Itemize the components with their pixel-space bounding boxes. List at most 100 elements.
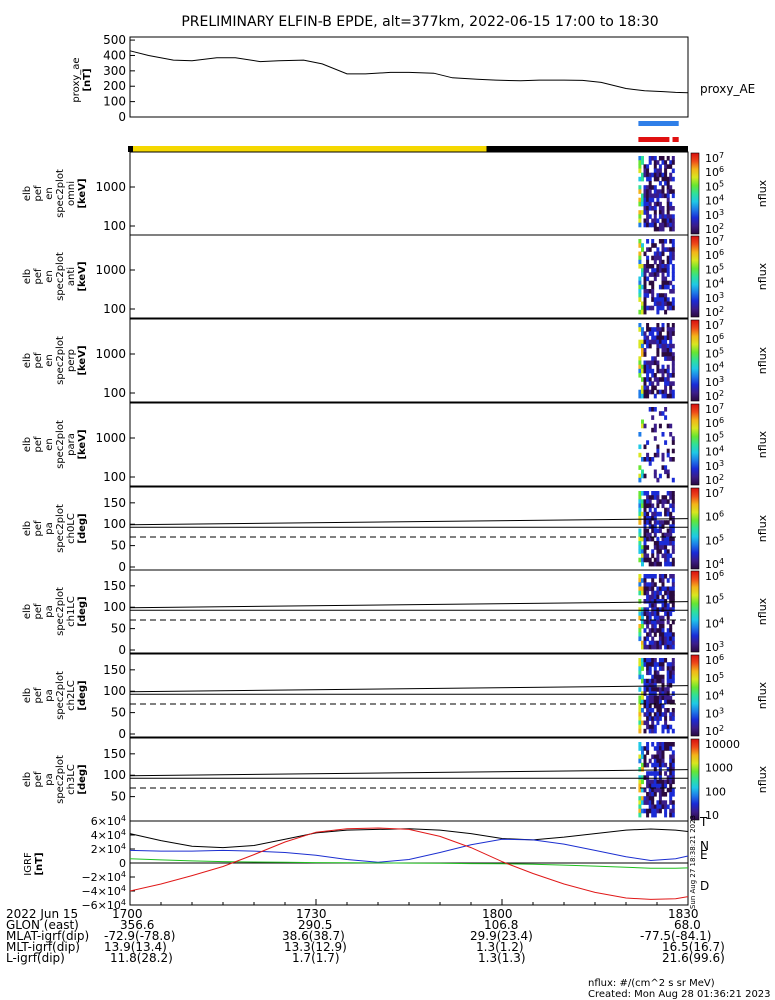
spectrogram-pixel: [638, 356, 642, 361]
spectrogram-pixel: [666, 381, 670, 386]
spectrogram-pixel: [656, 197, 660, 203]
spectrogram-pixel: [658, 716, 662, 721]
spectrogram-pixel: [646, 687, 650, 692]
colorbar-label: nflux: [756, 262, 769, 290]
colorbar-tick-label: 103: [705, 375, 724, 389]
spectrogram-pixel: [661, 272, 665, 277]
spectrogram-pixel: [664, 297, 668, 302]
spectrogram-pixel: [656, 746, 660, 751]
colorbar-tick-label: 104: [705, 557, 724, 571]
spectrogram-pixel: [641, 201, 644, 207]
spectrogram-pixel: [638, 628, 642, 633]
panel-frame: [129, 402, 689, 487]
spectrogram-pixel: [648, 561, 652, 567]
spectrogram-pixel: [661, 624, 665, 629]
spectrogram-pixel: [656, 491, 660, 496]
spectrogram-pixel: [641, 767, 644, 772]
spectrogram-pixel: [664, 636, 668, 642]
y-axis-label: pa: [44, 689, 55, 701]
spectrogram-pixel: [658, 787, 662, 793]
spectrogram-pixel: [643, 800, 647, 805]
spectrogram-pixel: [664, 511, 668, 517]
y-axis-label: pef: [33, 185, 44, 202]
spectrogram-pixel: [671, 590, 675, 596]
spectrogram-pixel: [666, 742, 670, 747]
spectrogram-pixel: [646, 385, 650, 391]
spectrogram-pixel: [638, 545, 642, 550]
spectrogram-pixel: [664, 658, 668, 663]
spectrogram-pixel: [666, 662, 670, 667]
spectrogram-pixel: [666, 628, 670, 633]
spectrogram-pixel: [651, 691, 655, 696]
flux-units-note: nflux: #/(cm^2 s sr MeV): [588, 978, 715, 989]
spectrogram-pixel: [641, 796, 644, 801]
spectrogram-pixel: [651, 255, 655, 261]
y-axis-label: en: [44, 270, 55, 283]
spectrogram-pixel: [653, 762, 657, 768]
spectrogram-pixel: [651, 607, 655, 612]
spectrogram-pixel: [653, 574, 657, 579]
spectrogram-pixel: [646, 528, 650, 534]
spectrogram-pixel: [664, 381, 668, 386]
spectrogram-pixel: [664, 812, 668, 818]
spectrogram-pixel: [643, 193, 647, 199]
spectrogram-pixel: [658, 389, 662, 395]
spectrogram-pixel: [638, 800, 642, 805]
spectrogram-pixel: [643, 599, 647, 604]
footer-value: 356.6: [120, 918, 155, 932]
spectrogram-pixel: [653, 427, 657, 433]
spectrogram-pixel: [646, 164, 650, 169]
spectrogram-pixel: [661, 364, 665, 370]
spectrogram-pixel: [661, 323, 665, 328]
spectrogram-pixel: [658, 691, 662, 696]
spectrogram-pixel: [661, 628, 665, 633]
colorbar-tick-label: 107: [705, 402, 724, 416]
spectrogram-pixel: [653, 683, 657, 688]
spectrogram-pixel: [653, 495, 657, 500]
colorbar-tick-label: 102: [705, 473, 724, 487]
spectrogram-pixel: [669, 758, 673, 764]
spectrogram-pixel: [648, 524, 652, 529]
spectrogram-pixel: [669, 590, 673, 596]
spectrogram-pixel: [641, 615, 644, 621]
spectrogram-pixel: [661, 218, 665, 224]
spectrogram-pixel: [658, 628, 662, 633]
spectrogram-pixel: [666, 268, 670, 273]
spectrogram-pixel: [664, 792, 668, 797]
spectrogram-pixel: [661, 536, 665, 542]
spectrogram-pixel: [661, 280, 665, 286]
spectrogram-pixel: [643, 728, 647, 734]
spectrogram-pixel: [651, 293, 655, 298]
spectrogram-pixel: [638, 599, 642, 604]
spectrogram-pixel: [671, 284, 675, 290]
loss-cone-line: [129, 769, 689, 777]
spectrogram-pixel: [638, 724, 642, 730]
spectrogram-pixel: [653, 214, 657, 219]
spectrogram-pixel: [641, 720, 644, 726]
spectrogram-pixel: [661, 615, 665, 621]
spectrogram-pixel: [651, 385, 655, 391]
spectrogram-pixel: [664, 640, 668, 646]
spectrogram-pixel: [666, 724, 670, 730]
spectrogram-pixel: [669, 783, 673, 789]
spectrogram-pixel: [651, 590, 655, 596]
colorbar-tick-label: 104: [705, 194, 724, 208]
spectrogram-pixel: [651, 783, 655, 789]
spectrogram-pixel: [658, 545, 662, 550]
spectrogram-pixel: [666, 193, 670, 199]
footer-value: 11.8(28.2): [110, 951, 173, 965]
spectrogram-pixel: [638, 808, 642, 814]
spectrogram-pixel: [643, 280, 647, 286]
spectrogram-pixel: [656, 360, 660, 366]
spectrogram-pixel: [646, 457, 650, 462]
spectrogram-pixel: [671, 594, 675, 600]
spectrogram-pixel: [653, 662, 657, 667]
spectrogram-pixel: [658, 804, 662, 810]
spectrogram-pixel: [638, 393, 642, 399]
spectrogram-pixel: [653, 160, 657, 165]
spectrogram-pixel: [671, 549, 675, 554]
legend-label: E: [700, 848, 708, 862]
spectrogram-pixel: [651, 331, 655, 336]
y-tick-label: 2×104: [91, 842, 126, 856]
